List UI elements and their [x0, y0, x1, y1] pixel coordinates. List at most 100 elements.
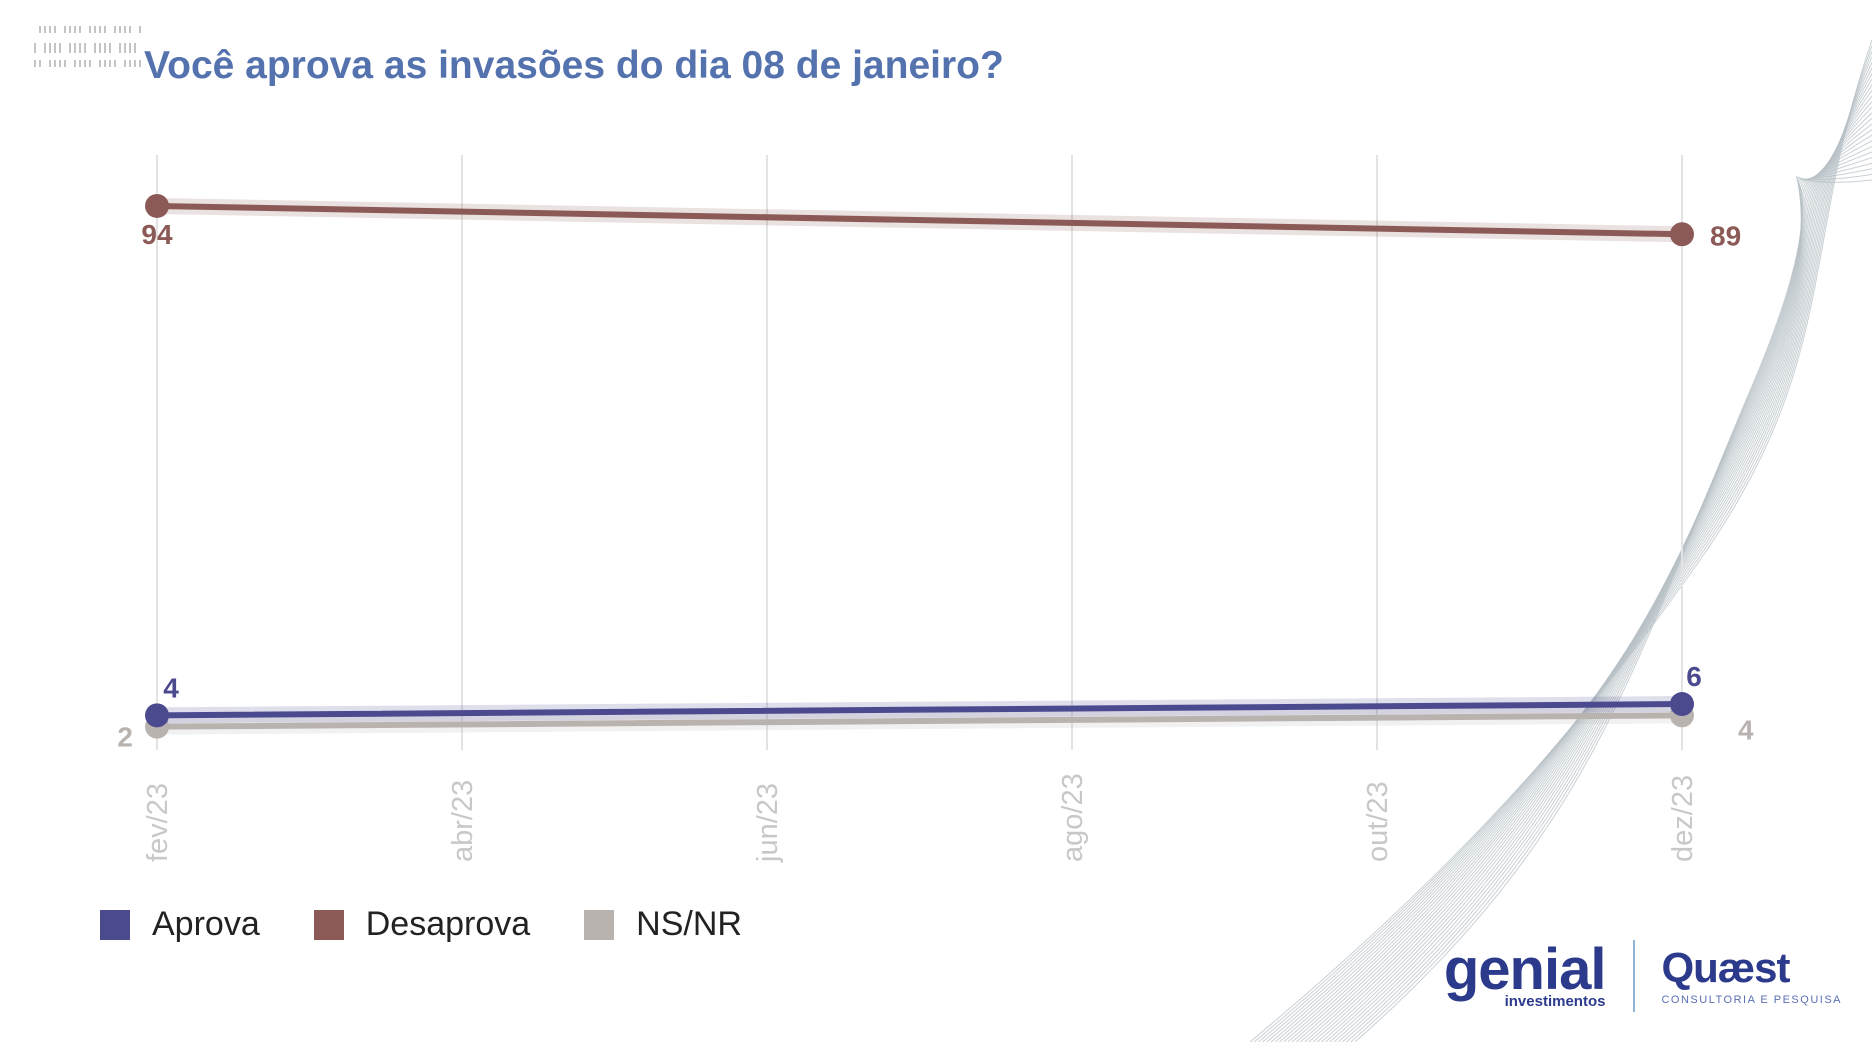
dot-mark [69, 26, 71, 33]
dot-mark [94, 43, 96, 53]
decorative-wave-line [1291, 95, 1872, 1042]
dot-mark [84, 43, 86, 53]
decorative-wave-line [1350, 173, 1872, 1042]
dot-mark [49, 43, 51, 53]
decorative-wave-line [1287, 90, 1872, 1042]
x-tick-label: abr/23 [447, 780, 479, 862]
decorative-wave-line [1279, 78, 1872, 1042]
dot-mark [104, 43, 106, 53]
data-label: 89 [1710, 220, 1741, 251]
line-chart: fev/23 abr/23 jun/23 ago/23 out/23 dez/232 44 6… [117, 155, 1754, 863]
dot-mark [129, 26, 131, 33]
decorative-wave-line [1304, 112, 1872, 1042]
dot-mark [114, 26, 116, 33]
legend-label-aprova: Aprova [152, 905, 260, 943]
dot-mark [139, 60, 141, 67]
data-label: 4 [163, 672, 179, 703]
chart-title: Você aprova as invasões do dia 08 de jan… [144, 44, 1004, 87]
dot-mark [89, 60, 91, 67]
data-point [1670, 692, 1694, 717]
genial-logo-subtext: investimentos [1504, 992, 1606, 1010]
dot-mark [119, 43, 121, 53]
dot-mark [99, 43, 101, 53]
legend-item-aprova: Aprova [100, 905, 260, 944]
dot-mark [59, 60, 61, 67]
dot-mark [124, 43, 126, 53]
data-label: 4 [1738, 714, 1754, 745]
legend-label-nsnr: NS/NR [636, 905, 742, 943]
data-label: 6 [1686, 661, 1702, 692]
series-line [154, 712, 1685, 730]
dots-pattern-icon [34, 26, 141, 67]
data-point [145, 193, 169, 218]
decorative-wave-line [1249, 39, 1872, 1042]
data-label: 94 [141, 219, 173, 250]
decorative-wave-line [1270, 67, 1872, 1042]
decorative-wave-line [1342, 162, 1872, 1042]
dot-mark [124, 60, 126, 67]
dot-mark [124, 26, 126, 33]
decorative-wave-line [1346, 168, 1872, 1042]
dot-mark [79, 26, 81, 33]
quaest-logo-text: Quæst [1661, 944, 1790, 991]
decorative-wave-line [1262, 56, 1872, 1042]
decorative-wave-line [1295, 101, 1872, 1042]
decorative-wave-line [1253, 45, 1872, 1042]
dot-mark [74, 26, 76, 33]
dot-mark [119, 26, 121, 33]
dot-mark [134, 43, 136, 53]
series-line [154, 202, 1685, 238]
dot-mark [129, 43, 131, 53]
dot-mark [54, 26, 56, 33]
x-tick-label: fev/23 [142, 783, 174, 862]
x-tick-label: dez/23 [1667, 775, 1699, 862]
dot-mark [34, 43, 36, 53]
x-tick-label: out/23 [1362, 781, 1394, 862]
decorative-wave-line [1333, 151, 1872, 1042]
dot-mark [129, 60, 131, 67]
legend: Aprova Desaprova NS/NR [100, 905, 742, 944]
decorative-wave-line [1337, 157, 1872, 1042]
quaest-logo-subtext: CONSULTORIA E PESQUISA [1661, 994, 1842, 1006]
dot-mark [74, 43, 76, 53]
decorative-wave-line [1312, 123, 1872, 1042]
x-tick-label: ago/23 [1057, 773, 1089, 862]
decorative-wave-line [1274, 73, 1872, 1042]
dot-mark [79, 43, 81, 53]
dot-mark [39, 60, 41, 67]
dot-mark [69, 43, 71, 53]
decorative-wave-line [1308, 118, 1872, 1042]
dot-mark [34, 60, 36, 67]
dot-mark [49, 60, 51, 67]
brand-logos: genial investimentos Quæst CONSULTORIA E… [1444, 940, 1842, 1012]
decorative-wave-line [1300, 106, 1872, 1042]
dot-mark [89, 26, 91, 33]
dot-mark [104, 26, 106, 33]
legend-item-desaprova: Desaprova [313, 905, 530, 944]
quaest-logo: Quæst CONSULTORIA E PESQUISA [1661, 944, 1842, 1007]
dot-mark [134, 60, 136, 67]
dot-mark [44, 43, 46, 53]
decorative-wave-line [1316, 129, 1872, 1042]
legend-item-nsnr: NS/NR [584, 905, 742, 944]
series-line [154, 701, 1685, 719]
dot-mark [54, 60, 56, 67]
decorative-wave-line [1266, 62, 1872, 1042]
data-point [1670, 222, 1694, 247]
data-point [145, 703, 169, 728]
dot-mark [64, 60, 66, 67]
dot-mark [99, 60, 101, 67]
decorative-wave-line [1329, 145, 1872, 1042]
dot-mark [74, 60, 76, 67]
dot-mark [94, 26, 96, 33]
genial-logo-text: genial [1443, 936, 1607, 1002]
decorative-wave-line [1354, 176, 1872, 1042]
dot-mark [79, 60, 81, 67]
dot-mark [109, 43, 111, 53]
genial-logo: genial investimentos [1443, 936, 1607, 1010]
dot-mark [99, 26, 101, 33]
dot-mark [39, 26, 41, 33]
legend-swatch-desaprova [313, 909, 344, 940]
dot-mark [104, 60, 106, 67]
